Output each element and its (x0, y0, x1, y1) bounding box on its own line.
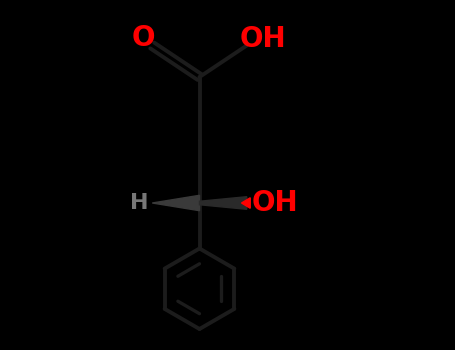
Text: O: O (132, 25, 155, 52)
Text: OH: OH (239, 25, 286, 53)
Polygon shape (242, 198, 250, 208)
Polygon shape (152, 195, 199, 211)
Polygon shape (199, 197, 247, 209)
Text: H: H (130, 193, 148, 213)
Text: OH: OH (252, 189, 298, 217)
